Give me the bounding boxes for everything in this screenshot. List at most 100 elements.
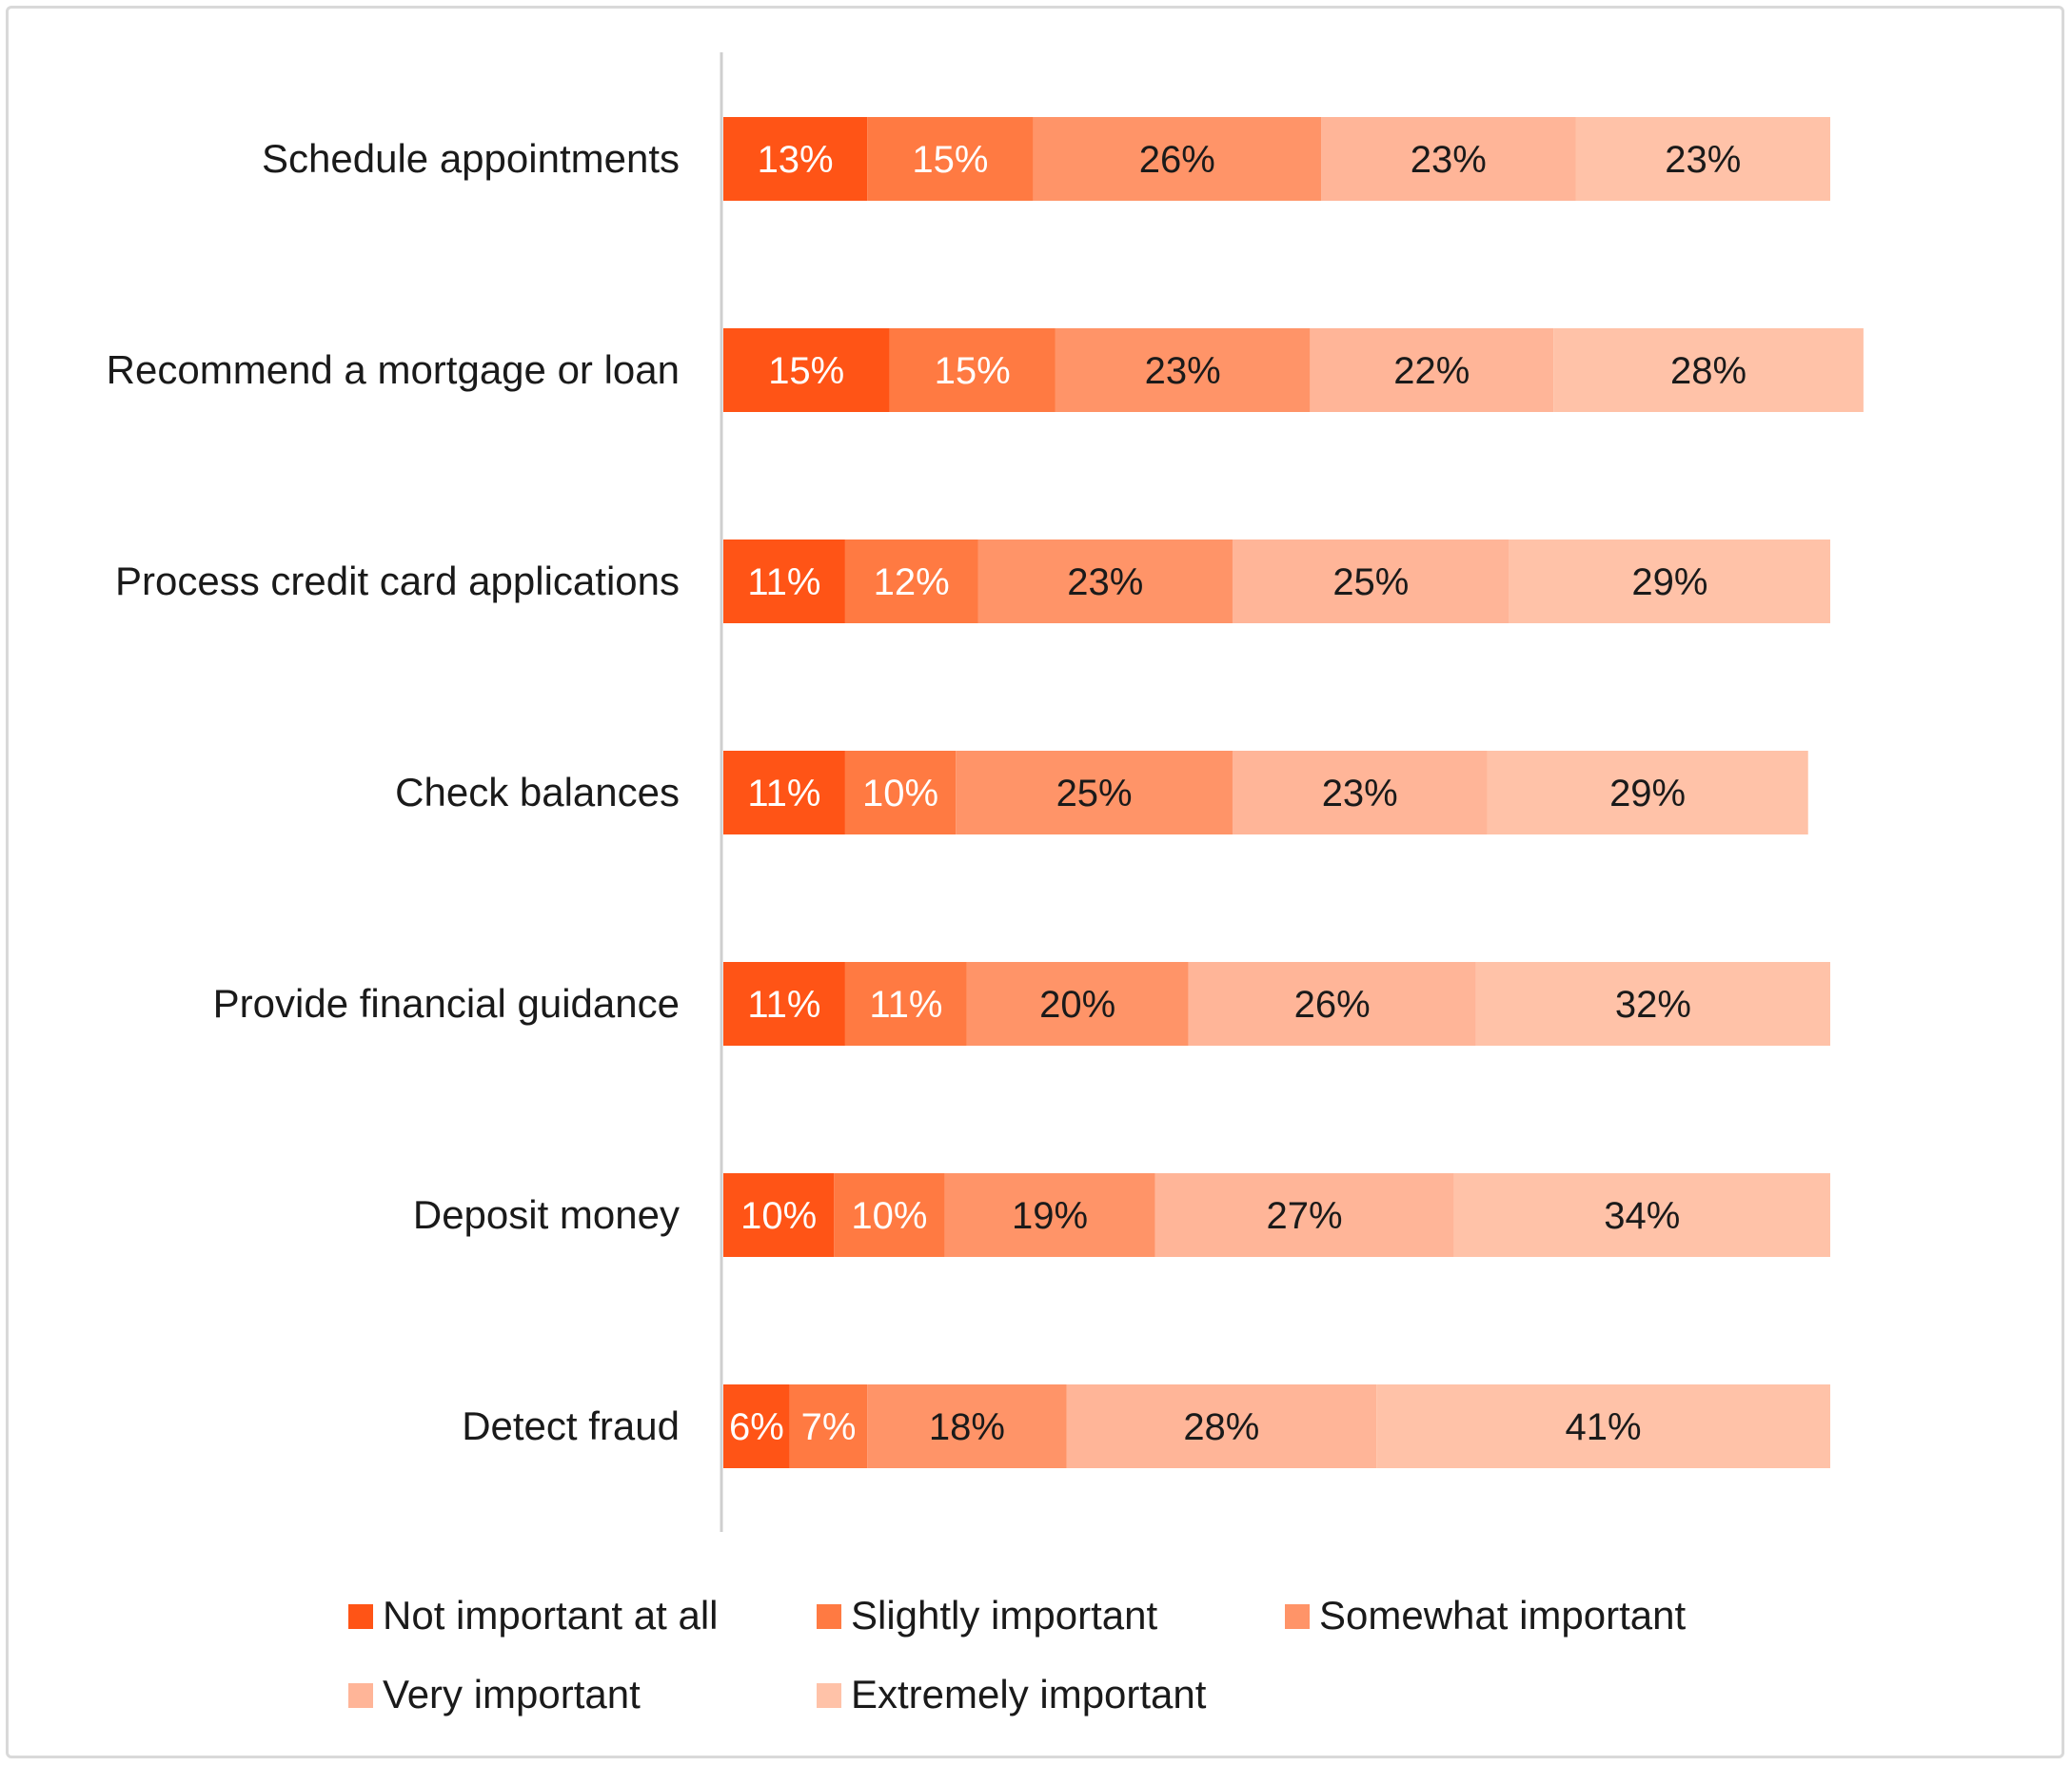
data-label: 7% (801, 1406, 857, 1448)
data-label: 11% (747, 984, 820, 1026)
data-label: 13% (758, 139, 834, 181)
legend-item: Very important (348, 1672, 641, 1717)
data-label: 29% (1609, 773, 1686, 814)
category-label: Provide financial guidance (213, 981, 680, 1026)
bar-segment (834, 1173, 945, 1257)
bar-segment (1376, 1384, 1830, 1468)
bar-segment (1232, 540, 1510, 623)
data-label: 10% (862, 773, 938, 814)
bar-segment (1487, 751, 1808, 834)
data-label: 29% (1631, 561, 1707, 603)
legend-label: Somewhat important (1319, 1593, 1687, 1638)
bar-row: Check balances 11% 10% 25% 23% 29% (395, 751, 1808, 834)
bar-segment (1033, 117, 1322, 201)
data-label: 15% (912, 139, 988, 181)
data-label: 19% (1012, 1195, 1088, 1237)
bar-segment (844, 751, 957, 834)
category-label: Check balances (395, 770, 680, 814)
bar-segment (1055, 328, 1311, 412)
data-label: 15% (935, 350, 1011, 392)
data-label: 23% (1322, 773, 1398, 814)
data-label: 10% (851, 1195, 927, 1237)
bar-segment (723, 117, 868, 201)
bar-segment (1453, 1173, 1830, 1257)
data-label: 15% (768, 350, 844, 392)
bar-segment (844, 540, 978, 623)
bar-row: Recommend a mortgage or loan 15% 15% 23% 22%… (107, 328, 1864, 412)
bar-segment (867, 117, 1034, 201)
bar-segment (1188, 962, 1476, 1046)
data-label: 11% (747, 773, 820, 814)
bar-row: Schedule appointments 13% 15% 26% 23% 23% (262, 117, 1830, 201)
data-label: 28% (1670, 350, 1746, 392)
bar-row: Deposit money 10% 10% 19% 27% 34% (413, 1173, 1830, 1257)
legend-item: Extremely important (817, 1672, 1207, 1717)
legend-label: Slightly important (851, 1593, 1157, 1638)
category-label: Process credit card applications (115, 559, 680, 603)
legend-label: Extremely important (851, 1672, 1207, 1717)
data-label: 28% (1183, 1406, 1259, 1448)
legend-label: Very important (383, 1672, 641, 1717)
legend-swatch (1285, 1604, 1310, 1629)
bar-segment (844, 962, 967, 1046)
bar-segment (723, 1384, 790, 1468)
bar-segment (723, 751, 845, 834)
bar-segment (1575, 117, 1830, 201)
data-label: 26% (1294, 984, 1371, 1026)
bar-segment (1475, 962, 1830, 1046)
bar-row: Detect fraud 6% 7% 18% 28% 41% (462, 1384, 1830, 1468)
data-label: 22% (1393, 350, 1470, 392)
data-label: 23% (1145, 350, 1221, 392)
category-label: Schedule appointments (262, 136, 680, 181)
bar-segment (1553, 328, 1864, 412)
bar-segment (723, 540, 845, 623)
bar-segment (1232, 751, 1488, 834)
data-label: 23% (1067, 561, 1143, 603)
data-label: 20% (1039, 984, 1115, 1026)
category-label: Detect fraud (462, 1403, 680, 1448)
data-label: 25% (1056, 773, 1133, 814)
bar-segment (956, 751, 1233, 834)
data-label: 11% (747, 561, 820, 603)
legend-swatch (348, 1604, 373, 1629)
bar-segment (977, 540, 1233, 623)
bar-segment (867, 1384, 1067, 1468)
bar-segment (1310, 328, 1554, 412)
category-label: Recommend a mortgage or loan (107, 347, 680, 392)
data-label: 11% (869, 984, 942, 1026)
bar-segment (789, 1384, 868, 1468)
bar-row: Provide financial guidance 11% 11% 20% 26% 32… (213, 962, 1830, 1046)
bar-segment (723, 962, 845, 1046)
bar-segment (1154, 1173, 1454, 1257)
bars-layer: Schedule appointments 13% 15% 26% 23% 23%Reco… (107, 117, 1864, 1468)
legend-label: Not important at all (383, 1593, 719, 1638)
legend-swatch (817, 1683, 841, 1708)
data-label: 34% (1604, 1195, 1680, 1237)
data-label: 12% (874, 561, 950, 603)
bar-row: Process credit card applications 11% 12% 23… (115, 540, 1830, 623)
data-label: 23% (1665, 139, 1741, 181)
bar-segment (1066, 1384, 1377, 1468)
bar-segment (1509, 540, 1830, 623)
data-label: 23% (1411, 139, 1487, 181)
bar-segment (723, 328, 890, 412)
category-label: Deposit money (413, 1192, 680, 1237)
legend-item: Somewhat important (1285, 1593, 1687, 1638)
data-label: 27% (1267, 1195, 1343, 1237)
bar-segment (889, 328, 1056, 412)
data-label: 41% (1566, 1406, 1642, 1448)
bar-segment (1321, 117, 1576, 201)
legend-swatch (817, 1604, 841, 1629)
data-label: 26% (1139, 139, 1215, 181)
bar-segment (944, 1173, 1155, 1257)
data-label: 18% (929, 1406, 1005, 1448)
legend-item: Not important at all (348, 1593, 719, 1638)
legend: Not important at all Slightly important So… (348, 1593, 1687, 1717)
legend-swatch (348, 1683, 373, 1708)
bar-segment (966, 962, 1189, 1046)
legend-item: Slightly important (817, 1593, 1157, 1638)
data-label: 6% (729, 1406, 784, 1448)
data-label: 25% (1332, 561, 1409, 603)
data-label: 32% (1615, 984, 1691, 1026)
